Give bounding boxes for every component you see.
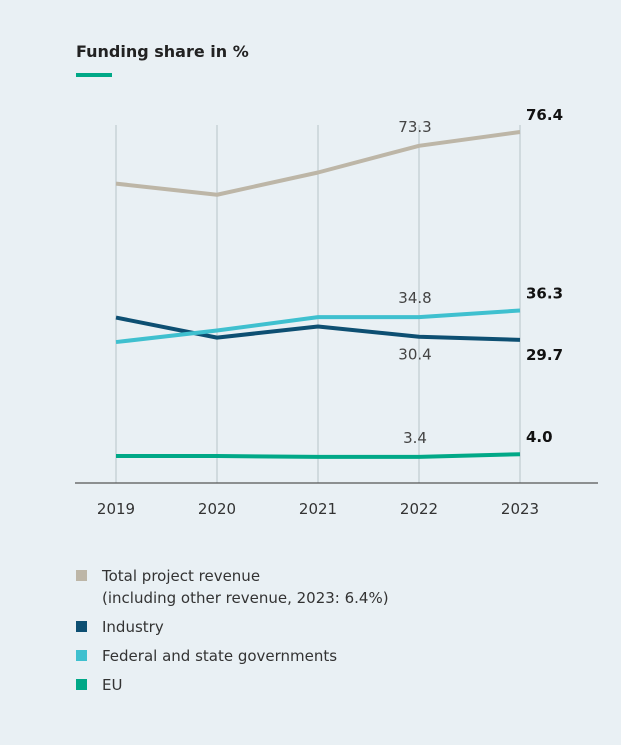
data-label-government: 36.3 bbox=[526, 284, 563, 302]
legend-swatch-government bbox=[76, 650, 87, 661]
data-label-total: 76.4 bbox=[526, 106, 563, 124]
x-axis: 2019 2020 2021 2022 2023 bbox=[75, 482, 598, 518]
data-labels: 73.3 76.4 30.4 29.7 34.8 36.3 3.4 4.0 bbox=[398, 106, 563, 447]
legend: Total project revenue (including other r… bbox=[76, 565, 389, 703]
data-label-industry: 30.4 bbox=[398, 346, 431, 364]
legend-sublabel-total: (including other revenue, 2023: 6.4%) bbox=[102, 589, 389, 607]
data-label-industry: 29.7 bbox=[526, 346, 563, 364]
title-underline bbox=[76, 73, 112, 77]
x-tick-label: 2019 bbox=[97, 500, 135, 518]
legend-item-industry: Industry bbox=[76, 616, 389, 638]
chart-title: Funding share in % bbox=[76, 42, 249, 61]
legend-item-total: Total project revenue (including other r… bbox=[76, 565, 389, 609]
x-tick-label: 2020 bbox=[198, 500, 236, 518]
data-label-eu: 3.4 bbox=[403, 429, 427, 447]
grid-lines bbox=[115, 125, 521, 483]
x-tick-label: 2023 bbox=[501, 500, 539, 518]
legend-label-total: Total project revenue bbox=[102, 567, 261, 585]
legend-swatch-industry bbox=[76, 621, 87, 632]
legend-label-industry: Industry bbox=[102, 618, 164, 636]
x-tick-label: 2021 bbox=[299, 500, 337, 518]
data-label-eu: 4.0 bbox=[526, 428, 553, 446]
legend-label-government: Federal and state governments bbox=[102, 647, 338, 665]
legend-item-eu: EU bbox=[76, 674, 389, 696]
data-label-government: 34.8 bbox=[398, 289, 431, 307]
legend-item-government: Federal and state governments bbox=[76, 645, 389, 667]
legend-label-eu: EU bbox=[102, 676, 123, 694]
series-lines bbox=[115, 130, 521, 459]
x-tick-label: 2022 bbox=[400, 500, 438, 518]
legend-swatch-eu bbox=[76, 679, 87, 690]
data-label-total: 73.3 bbox=[398, 118, 431, 136]
line-chart: 2019 2020 2021 2022 2023 73.3 76.4 30.4 29.7 34.… bbox=[75, 106, 598, 518]
legend-swatch-total bbox=[76, 570, 87, 581]
